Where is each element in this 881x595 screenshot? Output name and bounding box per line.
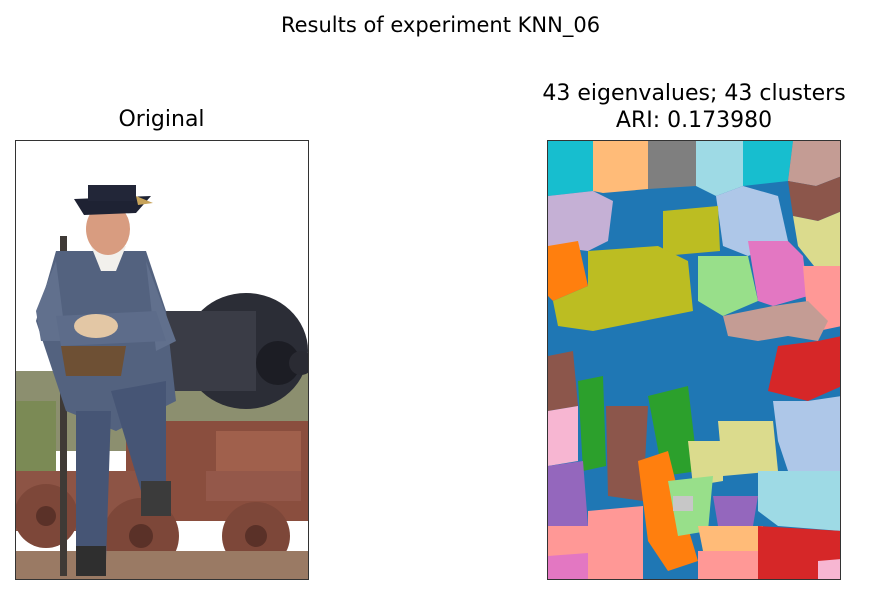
cluster-region: [663, 206, 720, 256]
cluster-region: [548, 191, 613, 251]
cluster-region: [588, 506, 643, 579]
cluster-region: [548, 406, 578, 466]
cluster-region: [696, 141, 743, 196]
original-image-panel: [15, 140, 309, 580]
cluster-region: [788, 176, 840, 221]
cluster-region: [793, 211, 840, 271]
cluster-region: [718, 421, 778, 476]
cluster-region: [593, 141, 648, 193]
cluster-region: [743, 141, 793, 186]
segmentation-image-panel: [547, 140, 841, 580]
cluster-region: [548, 553, 588, 579]
segmentation-panel-title: 43 eigenvalues; 43 clusters ARI: 0.17398…: [500, 80, 881, 134]
cluster-region: [698, 526, 763, 551]
cluster-region: [548, 526, 593, 561]
cluster-region: [638, 451, 698, 571]
figure-suptitle: Results of experiment KNN_06: [280, 13, 601, 37]
cluster-region: [673, 496, 693, 511]
cluster-region: [723, 301, 828, 341]
segmentation-title-line2: ARI: 0.173980: [615, 108, 773, 133]
cluster-region: [773, 396, 840, 471]
cluster-region: [818, 559, 840, 579]
cluster-region: [788, 141, 840, 186]
original-panel-title: Original: [118, 107, 205, 132]
cluster-region: [698, 551, 758, 579]
cluster-region: [548, 461, 588, 531]
cluster-region: [688, 441, 723, 486]
cluster-region: [698, 256, 758, 316]
cluster-region: [768, 336, 840, 401]
cluster-region: [548, 241, 588, 301]
cluster-region: [578, 376, 606, 471]
cluster-region: [748, 241, 808, 306]
cluster-region: [606, 406, 648, 501]
cluster-region: [548, 351, 578, 411]
cluster-region: [716, 186, 788, 256]
cluster-region: [713, 496, 758, 526]
original-photo: [16, 141, 308, 579]
cluster-region: [548, 141, 593, 196]
cluster-region: [553, 246, 693, 331]
cluster-region: [648, 141, 696, 189]
segmentation-title-line1: 43 eigenvalues; 43 clusters: [542, 81, 846, 106]
segmentation-map: [548, 141, 840, 579]
cluster-region: [758, 471, 840, 531]
